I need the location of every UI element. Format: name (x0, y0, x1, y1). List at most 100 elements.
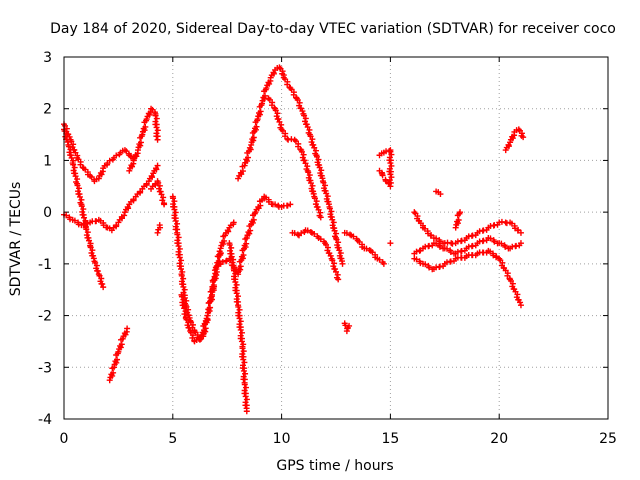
data-point (363, 245, 370, 252)
data-point (175, 234, 182, 241)
data-point (172, 226, 179, 233)
data-point (98, 280, 105, 287)
data-point (154, 127, 161, 134)
x-tick-label-5: 25 (599, 431, 617, 447)
data-point (221, 237, 228, 244)
series-24 (502, 126, 527, 154)
data-point (343, 328, 350, 335)
series-4 (106, 325, 131, 384)
data-point (287, 201, 294, 208)
data-point (411, 209, 418, 216)
data-point (161, 201, 168, 208)
data-point (93, 262, 100, 269)
y-tick-label-2: -2 (38, 309, 52, 325)
data-point (237, 263, 244, 270)
series-22 (433, 188, 444, 198)
data-point (428, 232, 435, 239)
data-point (232, 287, 239, 294)
data-point (124, 325, 131, 332)
data-point (233, 298, 240, 305)
data-point (242, 393, 249, 400)
data-point (517, 229, 524, 236)
data-point (433, 240, 440, 247)
data-point (436, 243, 443, 250)
data-point (67, 146, 74, 153)
data-point (94, 267, 101, 274)
data-point (84, 229, 91, 236)
data-point (515, 226, 522, 233)
data-point (350, 233, 357, 240)
series-15 (341, 320, 353, 335)
data-point (233, 290, 240, 297)
data-point (118, 341, 125, 348)
data-point (182, 308, 189, 315)
data-point (422, 261, 429, 268)
data-point (171, 206, 178, 213)
data-point (247, 227, 254, 234)
data-point (170, 203, 177, 210)
data-point (241, 162, 248, 169)
series-3 (126, 105, 161, 174)
data-point (294, 231, 301, 238)
data-point (241, 359, 248, 366)
data-point (241, 381, 248, 388)
data-point (386, 147, 393, 154)
data-point (324, 193, 331, 200)
data-point (302, 115, 309, 122)
data-point (115, 348, 122, 355)
y-tick-label-3: -1 (38, 257, 52, 273)
data-point (253, 123, 260, 130)
data-point (386, 157, 393, 164)
data-points (61, 64, 527, 415)
data-point (171, 198, 178, 205)
data-point (238, 338, 245, 345)
data-point (517, 302, 524, 309)
data-point (443, 245, 450, 252)
data-point (196, 336, 203, 343)
data-point (89, 247, 96, 254)
data-point (236, 315, 243, 322)
data-point (236, 306, 243, 313)
data-point (71, 164, 78, 171)
data-point (300, 151, 307, 158)
series-19 (411, 209, 524, 247)
data-point (380, 260, 387, 267)
data-point (246, 144, 253, 151)
data-point (231, 276, 238, 283)
data-point (330, 219, 337, 226)
data-point (242, 370, 249, 377)
data-point (206, 304, 213, 311)
data-point (322, 182, 329, 189)
data-point (311, 230, 318, 237)
data-point (250, 216, 257, 223)
data-point (208, 293, 215, 300)
series-6 (154, 222, 164, 236)
data-point (237, 335, 244, 342)
data-point (387, 160, 394, 167)
data-point (137, 139, 144, 146)
data-point (235, 303, 242, 310)
data-point (217, 245, 224, 252)
data-point (228, 244, 235, 251)
data-point (175, 251, 182, 258)
data-point (234, 293, 241, 300)
data-point (153, 115, 160, 122)
data-point (237, 318, 244, 325)
x-tick-label-0: 0 (60, 431, 69, 447)
data-point (257, 108, 264, 115)
data-point (347, 231, 354, 238)
data-point (242, 402, 249, 409)
data-point (243, 396, 250, 403)
data-point (175, 243, 182, 250)
y-tick-label-5: 1 (43, 153, 52, 169)
series-20 (411, 235, 524, 257)
series-1 (61, 126, 107, 291)
data-point (142, 123, 149, 130)
data-point (433, 235, 440, 242)
data-point (100, 284, 107, 291)
data-point (339, 260, 346, 267)
data-point (176, 254, 183, 261)
series-21 (411, 247, 524, 309)
data-point (210, 282, 217, 289)
data-point (299, 108, 306, 115)
